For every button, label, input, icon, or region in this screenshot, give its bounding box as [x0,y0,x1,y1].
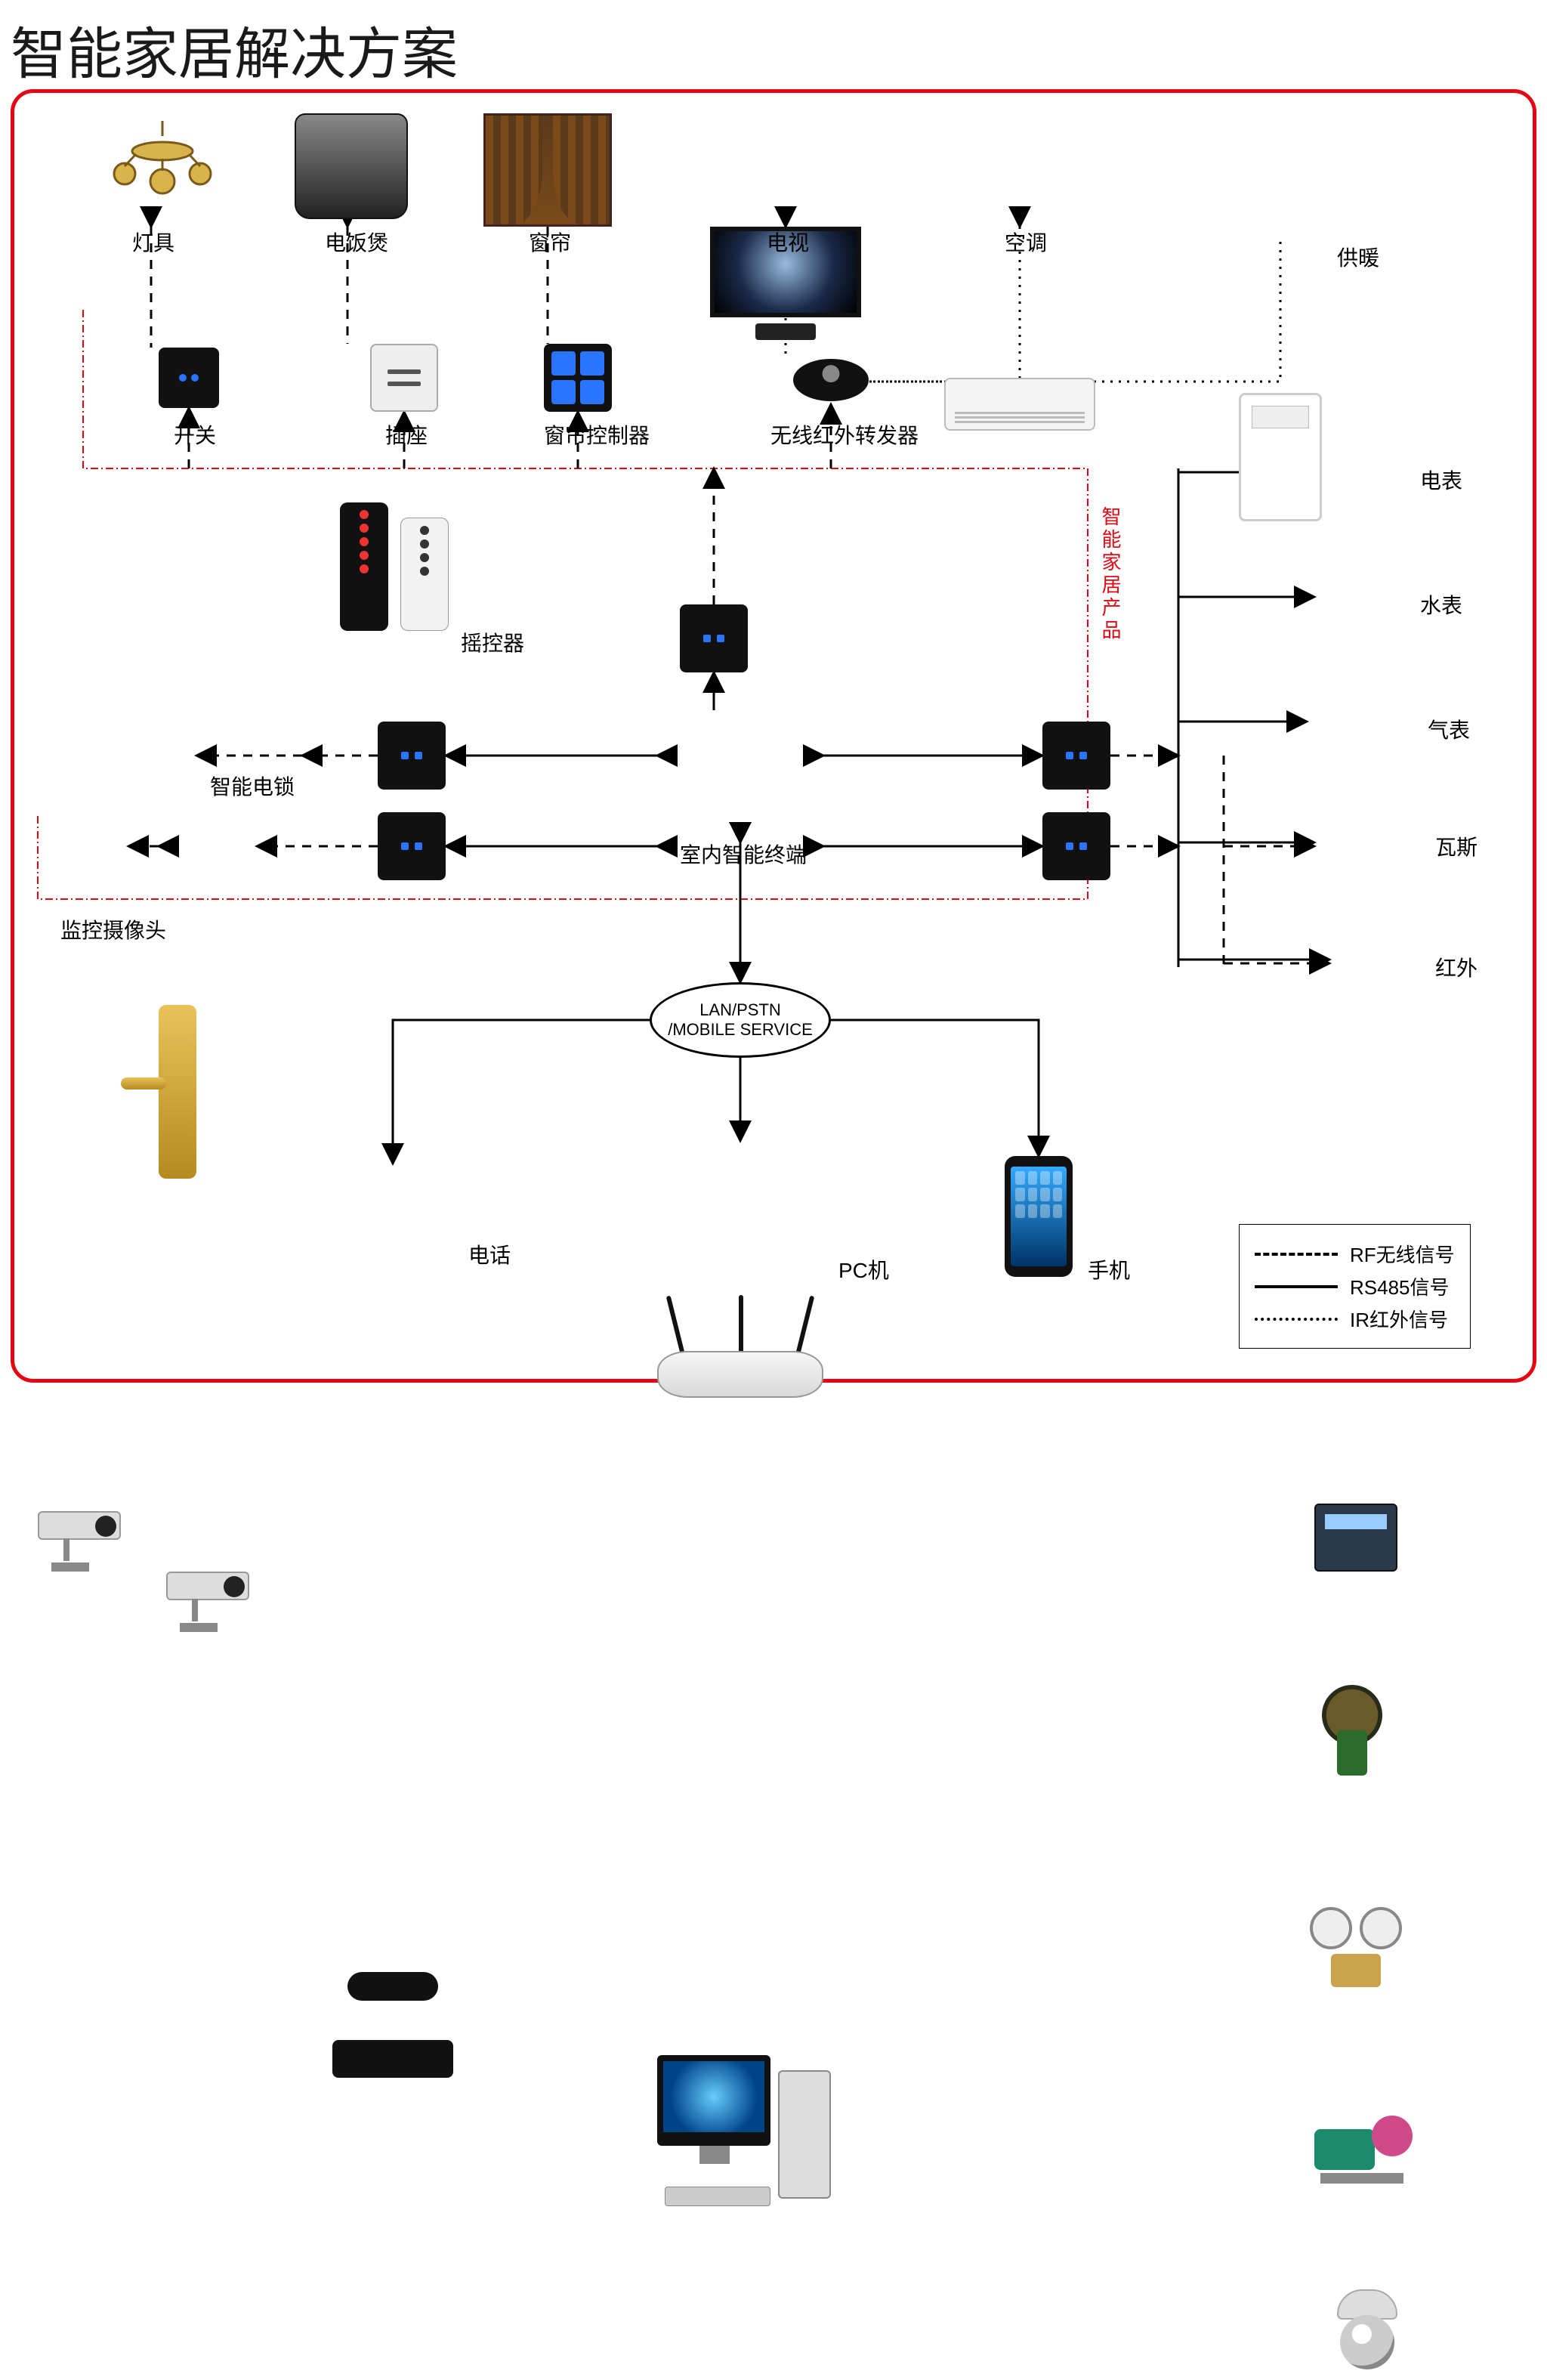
gas-pump-icon [1314,2116,1413,2184]
boundary-label: 智能家居产品 [1097,506,1125,642]
label-socket: 插座 [385,419,428,450]
label-telephone: 电话 [468,1239,511,1269]
telephone-icon [332,1972,453,2078]
socket-icon [370,344,438,412]
ir-repeater-icon [793,359,869,401]
label-boiler: 供暖 [1337,242,1379,272]
label-pump: 瓦斯 [1435,831,1478,861]
label-cam2: 监控摄像头 [60,914,166,944]
panel-d-icon [1042,722,1110,790]
mobile-icon [1005,1156,1073,1277]
chandelier-icon [98,121,227,196]
rice-cooker-icon [295,113,408,219]
page-title: 智能家居解决方案 [11,9,458,90]
label-pc: PC机 [838,1254,889,1284]
pc-icon [657,2055,831,2206]
smart-lock-icon [128,1005,196,1179]
gas-meter-icon [1307,1904,1405,1987]
label-ricecooker: 电饭煲 [325,227,388,257]
label-router: 室内智能终端 [680,839,807,869]
boiler-icon [1239,393,1322,521]
label-wmeter: 水表 [1420,589,1462,620]
water-meter-icon [1314,1685,1390,1776]
curtains-icon [483,113,612,227]
label-switch: 开关 [174,419,216,450]
label-ir_repeater: 无线红外转发器 [770,419,919,450]
legend-label: IR红外信号 [1350,1305,1448,1333]
camera-1-icon [30,1511,128,1572]
label-remote2: 摇控器 [461,627,524,657]
legend: RF无线信号 RS485信号 IR红外信号 [1239,1224,1471,1349]
panel-b-icon [378,812,446,880]
curtain-controller-icon [544,344,612,412]
label-curtain_ctrl: 窗帘控制器 [544,419,650,450]
label-ac: 空调 [1005,227,1047,257]
panel-e-icon [1042,812,1110,880]
label-lock: 智能电锁 [210,771,295,801]
remote-light-icon [400,518,449,631]
label-gmeter: 气表 [1428,714,1470,744]
label-tv: 电视 [767,227,809,257]
camera-2-icon [159,1572,257,1632]
panel-a-icon [378,722,446,790]
panel-c-icon [680,604,748,672]
electric-meter-icon [1314,1504,1397,1572]
air-conditioner-icon [944,378,1095,431]
label-chandelier: 灯具 [132,227,174,257]
dome-camera-icon [1329,2289,1405,2380]
label-mobile: 手机 [1088,1254,1130,1284]
label-curtains: 窗帘 [529,227,571,257]
label-dome: 红外 [1435,952,1478,982]
legend-label: RF无线信号 [1350,1240,1455,1268]
legend-label: RS485信号 [1350,1272,1450,1300]
router-icon [657,1292,823,1398]
label-emeter: 电表 [1420,465,1462,495]
cloud-service: LAN/PSTN /MOBILE SERVICE [650,982,831,1058]
switch-icon [159,348,219,408]
remote-dark-icon [340,502,388,631]
